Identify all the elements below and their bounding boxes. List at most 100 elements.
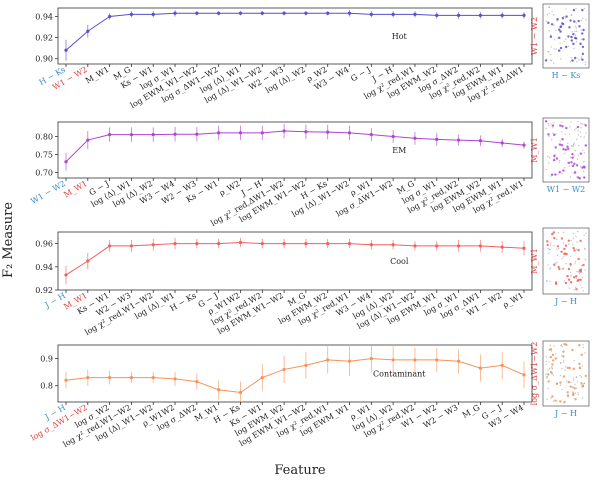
inset-dot	[554, 146, 557, 149]
inset-dot	[570, 264, 572, 266]
inset-dot	[557, 37, 559, 40]
inset-dot	[546, 243, 549, 247]
inset-dot	[547, 155, 549, 158]
inset-dot	[573, 47, 575, 50]
inset-dot	[560, 345, 562, 347]
inset-dot	[553, 48, 555, 50]
x-tick-label: W1 − W2	[29, 179, 67, 206]
inset-dot	[579, 166, 582, 168]
inset-dot	[572, 42, 575, 46]
inset-dot	[576, 270, 578, 273]
inset-dot	[548, 349, 550, 351]
inset-dot	[553, 345, 555, 347]
inset-dot	[572, 391, 574, 393]
inset-dot	[581, 52, 585, 56]
inset-dot	[579, 131, 582, 133]
inset-dot	[553, 236, 556, 240]
inset-dot	[572, 393, 575, 397]
inset-dot	[559, 384, 562, 386]
point	[435, 244, 439, 248]
inset-dot	[569, 385, 572, 388]
inset-dot	[556, 245, 560, 248]
inset-dot	[552, 359, 555, 362]
inset-dot	[545, 127, 547, 130]
inset-dot	[567, 394, 569, 396]
inset-dot	[552, 374, 555, 376]
inset-dot	[561, 16, 565, 20]
inset-dot	[571, 152, 574, 156]
point	[195, 380, 199, 384]
inset-dot	[576, 280, 578, 283]
inset-dot	[553, 122, 555, 124]
inset-dot	[576, 376, 578, 378]
point	[86, 29, 90, 33]
inset-dot	[547, 369, 549, 371]
point	[500, 245, 504, 249]
inset-dot	[545, 356, 547, 358]
inset-dot	[581, 32, 584, 35]
inset-dot	[580, 376, 583, 378]
inset-dot	[579, 271, 581, 273]
inset-dot	[552, 14, 555, 16]
inset-dot	[575, 286, 577, 288]
inset-dot	[555, 133, 557, 135]
point	[151, 243, 155, 247]
inset-dot	[545, 376, 548, 378]
point	[413, 358, 417, 362]
inset-dot	[551, 367, 553, 369]
inset-dot	[571, 14, 573, 16]
inset-dot	[573, 155, 576, 157]
point	[64, 378, 68, 382]
inset-dot	[575, 164, 579, 167]
inset-dot	[553, 133, 556, 137]
inset-dot	[547, 21, 550, 25]
inset-dot	[573, 289, 575, 291]
point	[238, 11, 243, 15]
inset-dot	[568, 380, 570, 383]
point	[217, 242, 221, 246]
inset-dot	[583, 234, 585, 237]
point	[391, 243, 395, 247]
inset-dot	[578, 272, 581, 275]
inset-dot	[552, 400, 555, 402]
inset-dot	[580, 127, 582, 129]
inset-dot	[549, 53, 552, 56]
inset-dot	[571, 164, 575, 168]
inset-dot	[570, 39, 573, 42]
inset-dot	[562, 148, 565, 151]
point	[347, 359, 352, 363]
y-axis-label: F₂ Measure	[1, 202, 16, 278]
inset-dot	[554, 262, 557, 264]
point	[260, 242, 264, 246]
inset-dot	[585, 61, 587, 64]
inset-dot	[546, 58, 548, 60]
inset-dot	[556, 248, 558, 250]
point	[217, 388, 221, 392]
inset-dot	[572, 233, 574, 235]
inset-dot	[555, 19, 558, 21]
inset-dot	[573, 142, 575, 145]
inset-dot	[569, 176, 572, 178]
inset-dot	[578, 25, 581, 28]
inset-dot	[577, 120, 579, 123]
point	[456, 244, 461, 248]
x-tick-label: ρ_W1	[501, 291, 525, 310]
inset-dot	[577, 154, 580, 157]
inset-dot	[550, 23, 554, 26]
inset-dot	[559, 374, 562, 377]
inset-dot	[557, 173, 560, 176]
inset-dot	[564, 244, 568, 247]
inset-dot	[577, 57, 579, 59]
inset-dot	[562, 350, 565, 353]
inset-dot	[556, 238, 558, 241]
inset-dot	[572, 143, 575, 146]
point	[369, 356, 373, 361]
inset-dot	[559, 25, 562, 29]
y-tick-label: 0.94	[35, 263, 53, 272]
point	[195, 132, 199, 136]
inset-dot	[578, 362, 581, 366]
inset-dot	[582, 17, 584, 20]
inset-dot	[580, 29, 582, 31]
inset-dot	[567, 239, 571, 242]
